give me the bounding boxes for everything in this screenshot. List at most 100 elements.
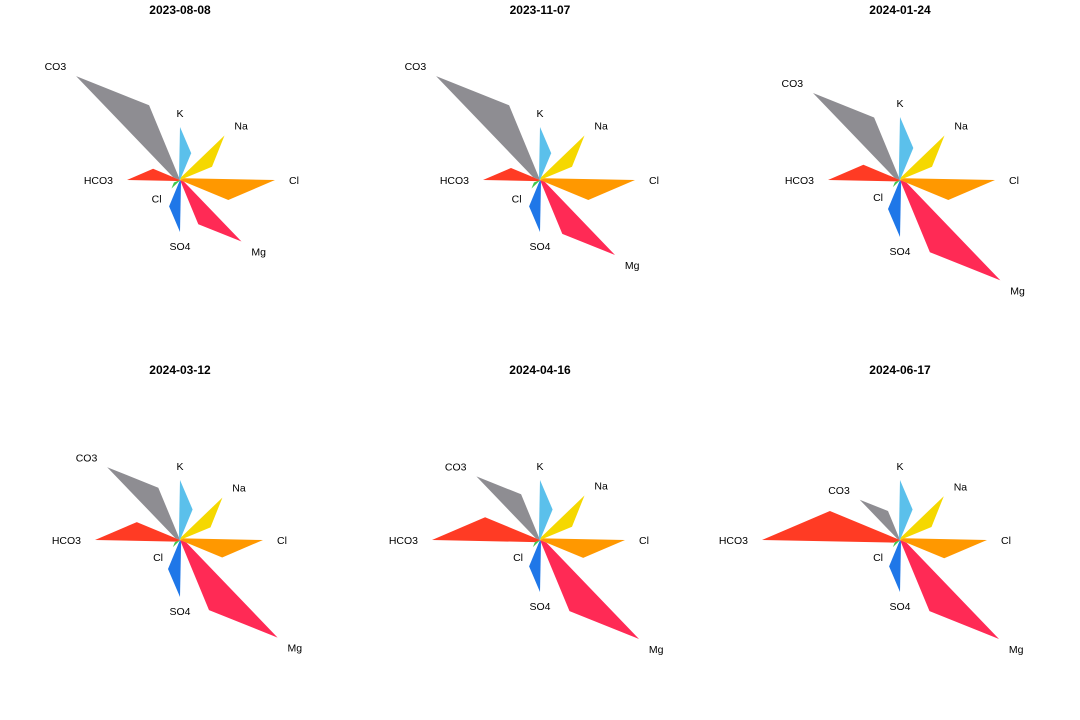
ray-label-so4: SO4: [529, 241, 550, 253]
ray-cl-segment: [540, 538, 625, 558]
ray-label-mg: Mg: [649, 644, 664, 656]
ray-na-segment: [540, 495, 585, 540]
ray-k-segment: [538, 480, 553, 540]
star-panel-1: 2023-08-08 K Na Cl Mg SO4 Cl HCO3 CO3: [45, 3, 299, 258]
ray-label-co3: CO3: [828, 485, 850, 497]
ray-label-co3: CO3: [445, 462, 467, 474]
ray-label-na: Na: [954, 481, 968, 493]
ray-label-k: K: [896, 98, 903, 110]
ray-k-segment: [898, 480, 913, 540]
ray-label-cl: Cl: [513, 552, 523, 564]
ray-co3-segment: [76, 76, 180, 180]
ray-so4-segment: [529, 180, 541, 232]
ray-na-segment: [540, 135, 585, 180]
star-panel-3: 2024-01-24 K Na Cl Mg SO4 Cl HCO3 CO3: [782, 3, 1026, 297]
ray-cl-segment: [531, 180, 540, 189]
ray-label-mg: Mg: [1010, 285, 1025, 297]
ray-label-cl: Cl: [289, 175, 299, 187]
ray-k-segment: [898, 117, 914, 180]
ray-label-k: K: [176, 461, 183, 473]
ray-so4-segment: [169, 180, 181, 232]
ray-hco3-segment: [127, 168, 180, 181]
ray-cl-segment: [900, 538, 987, 559]
panel-title: 2023-08-08: [149, 3, 211, 17]
ray-label-na: Na: [234, 121, 248, 133]
ray-label-cl: Cl: [152, 193, 162, 205]
ray-k-segment: [179, 127, 192, 180]
ray-co3-segment: [476, 476, 540, 540]
ray-label-cl: Cl: [277, 535, 287, 547]
ray-label-co3: CO3: [45, 61, 67, 73]
ray-na-segment: [900, 135, 945, 180]
ray-mg-segment: [900, 540, 999, 639]
star-panel-4: 2024-03-12 K Na Cl Mg SO4 Cl HCO3 CO3: [52, 363, 302, 655]
ray-mg-segment: [540, 180, 615, 255]
star-panel-2: 2023-11-07 K Na Cl Mg SO4 Cl HCO3 CO3: [405, 3, 659, 272]
ray-label-cl: Cl: [512, 193, 522, 205]
ray-label-hco3: HCO3: [84, 175, 113, 187]
ray-hco3-segment: [432, 517, 540, 543]
ray-label-k: K: [896, 461, 903, 473]
ray-label-k: K: [536, 461, 543, 473]
ray-label-so4: SO4: [889, 246, 910, 258]
ray-label-co3: CO3: [782, 78, 804, 90]
ray-label-k: K: [536, 108, 543, 120]
ray-cl-segment: [540, 178, 635, 200]
ray-label-co3: CO3: [405, 61, 427, 73]
ray-cl-segment: [900, 178, 995, 200]
ray-label-mg: Mg: [288, 643, 303, 655]
ray-label-hco3: HCO3: [719, 535, 748, 547]
ray-label-so4: SO4: [169, 241, 190, 253]
ray-label-so4: SO4: [529, 601, 550, 613]
ray-label-co3: CO3: [76, 452, 98, 464]
ray-label-cl: Cl: [1001, 535, 1011, 547]
ray-na-segment: [900, 496, 944, 540]
ray-hco3-segment: [483, 168, 540, 182]
ray-k-segment: [178, 480, 193, 540]
ray-label-so4: SO4: [169, 606, 190, 618]
ray-hco3-segment: [762, 511, 900, 543]
ray-label-mg: Mg: [251, 246, 266, 258]
ray-mg-segment: [180, 180, 242, 242]
panel-title: 2023-11-07: [510, 3, 571, 17]
star-panel-6: 2024-06-17 K Na Cl Mg SO4 Cl HCO3 CO3: [719, 363, 1024, 656]
ray-cl-segment: [171, 180, 180, 189]
ray-co3-segment: [859, 499, 900, 540]
ray-so4-segment: [529, 540, 541, 592]
ray-label-so4: SO4: [889, 601, 910, 613]
ray-na-segment: [180, 135, 225, 180]
ray-cl-segment: [180, 538, 263, 558]
ray-co3-segment: [436, 76, 540, 180]
ray-label-na: Na: [594, 121, 608, 133]
ray-label-cl: Cl: [639, 535, 649, 547]
ray-hco3-segment: [828, 164, 900, 182]
ray-hco3-segment: [95, 522, 180, 542]
ray-label-hco3: HCO3: [52, 535, 81, 547]
ray-label-cl: Cl: [873, 552, 883, 564]
ray-label-cl: Cl: [153, 552, 163, 564]
ray-label-na: Na: [232, 483, 246, 495]
ray-label-cl: Cl: [873, 192, 883, 204]
ray-label-hco3: HCO3: [785, 175, 814, 187]
ray-mg-segment: [900, 180, 1001, 281]
ray-label-hco3: HCO3: [389, 535, 418, 547]
ray-cl-segment: [180, 178, 275, 200]
ray-label-mg: Mg: [625, 260, 640, 272]
ray-so4-segment: [888, 180, 902, 237]
ray-label-na: Na: [954, 121, 968, 133]
ray-na-segment: [180, 497, 223, 540]
star-panel-5: 2024-04-16 K Na Cl Mg SO4 Cl HCO3 CO3: [389, 363, 664, 656]
ray-mg-segment: [180, 540, 278, 638]
ray-label-mg: Mg: [1009, 644, 1024, 656]
ray-mg-segment: [540, 540, 639, 639]
panel-title: 2024-04-16: [509, 363, 571, 377]
panel-title: 2024-03-12: [149, 363, 211, 377]
ray-cl-segment: [892, 180, 900, 188]
ray-cl-segment: [172, 540, 180, 548]
ray-co3-segment: [107, 467, 180, 540]
ray-cl-segment: [532, 540, 540, 548]
ray-label-cl: Cl: [1009, 175, 1019, 187]
ray-cl-segment: [892, 540, 900, 548]
panel-title: 2024-01-24: [869, 3, 931, 17]
